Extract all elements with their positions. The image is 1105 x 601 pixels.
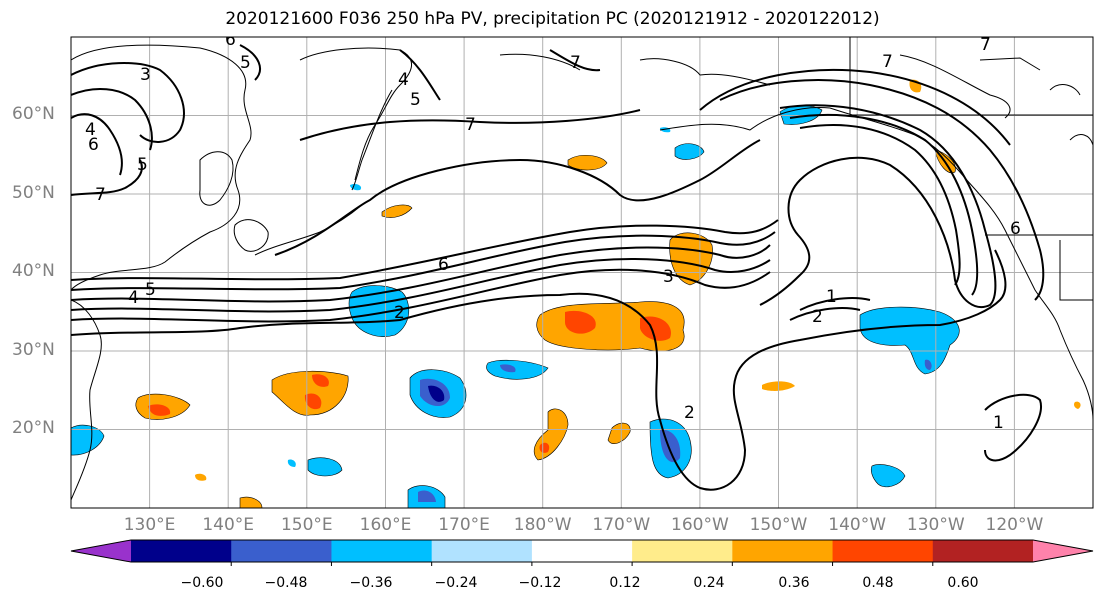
lon-label: 140°W [828,515,887,535]
contour-label: 5 [240,53,251,73]
colorbar-tick-label: −0.24 [434,575,478,591]
lat-label-60: 60°N [12,104,55,124]
map-frame [70,36,1094,509]
colorbar-extend-low [71,540,131,562]
precip-blob [486,359,549,380]
contour-label: 4 [398,70,409,90]
precip-shading [71,79,1081,508]
coastlines [71,37,1093,501]
precip-blob [533,408,569,461]
contour-label: 2 [684,403,695,423]
contour-label: 7 [980,35,991,55]
precip-blob [418,490,436,502]
lon-label: 150°E [280,515,333,535]
precip-blob [381,204,413,218]
precip-blob [239,496,263,508]
lon-label: 170°E [438,515,490,535]
precip-blob [195,473,207,481]
lon-label: 120°W [985,515,1044,535]
precip-blob [350,183,362,191]
precip-blob [1074,401,1081,409]
contour-label: 6 [88,135,99,155]
precip-blob [428,385,445,402]
precip-blob [859,306,960,375]
colorbar-tick-label: 0.36 [778,575,810,591]
contour-label: 5 [145,280,156,300]
colorbar-segment [832,540,934,562]
lon-label: 160°E [359,515,412,535]
precip-blob [539,442,550,453]
colorbar-tick-label: 0.24 [693,575,725,591]
colorbar-segment [131,540,232,562]
lat-label-40: 40°N [12,261,55,281]
lat-label-20: 20°N [12,418,55,438]
precip-blob [304,393,322,410]
colorbar-tick-label: −0.48 [264,575,308,591]
lat-label-30: 30°N [12,340,55,360]
contour-label: 1 [993,413,1004,433]
pv-contours [71,44,1045,491]
lon-label: 140°E [202,515,255,535]
colorbar-segment [531,540,633,562]
precip-blob [271,370,349,416]
lon-label: 130°W [906,515,965,535]
lon-label: 130°E [123,515,176,535]
precip-blob [669,232,713,286]
precip-blob [287,459,296,467]
colorbar-segment [932,540,1034,562]
contour-label: 6 [438,255,449,275]
colorbar [70,539,1094,566]
precip-blob [71,424,105,456]
map-title: 2020121600 F036 250 hPa PV, precipitatio… [225,9,880,29]
colorbar-tick-label: 0.60 [947,575,979,591]
colorbar-tick-label: −0.60 [180,575,224,591]
lon-label: 170°W [592,515,651,535]
precip-blob [148,404,171,416]
colorbar-tick-label: −0.36 [349,575,393,591]
contour-label: 7 [882,52,893,72]
contour-label: 5 [137,155,148,175]
lon-label: 160°W [671,515,729,535]
contour-label: 2 [812,307,823,327]
lat-label-50: 50°N [12,183,55,203]
contour-label: 7 [570,53,581,73]
precip-blob [870,464,906,488]
colorbar-tick-label: 0.12 [609,575,641,591]
precip-blob [924,359,932,370]
colorbar-tick-label: 0.48 [862,575,894,591]
contour-label: 2 [394,303,405,323]
contour-label: 4 [128,288,139,308]
precip-blob [674,143,705,160]
precip-blob [312,374,329,387]
contour-label: 4 [85,120,96,140]
contour-label: 3 [140,65,151,85]
colorbar-segment [732,540,834,562]
precip-blob [607,422,631,444]
colorbar-outline [70,539,1094,563]
contour-label: 7 [95,185,106,205]
precip-blob [348,285,409,337]
colorbar-segment [632,540,733,562]
precip-blob [500,364,516,373]
contour-label: 5 [410,90,421,110]
contour-label: 6 [1010,219,1021,239]
contour-label: 7 [465,115,476,135]
colorbar-segment [331,540,433,562]
precip-blob [307,457,343,477]
colorbar-tick-label: −0.12 [518,575,562,591]
contour-labels: 3 4 5 6 7 7 5 4 7 5 4 6 5 6 2 3 1 2 2 1 … [85,30,1021,433]
contour-label: 3 [663,267,674,287]
colorbar-segment [231,540,332,562]
contour-label: 6 [225,30,236,50]
lon-label: 180°W [513,515,572,535]
contour-label: 1 [826,287,837,307]
lon-label: 150°W [749,515,808,535]
colorbar-extend-high [1033,540,1093,562]
precip-blob [565,310,596,334]
colorbar-segment [431,540,533,562]
